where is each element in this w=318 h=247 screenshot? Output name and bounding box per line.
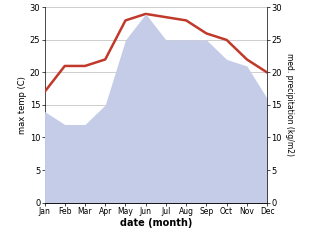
X-axis label: date (month): date (month): [120, 219, 192, 228]
Y-axis label: med. precipitation (kg/m2): med. precipitation (kg/m2): [285, 53, 294, 157]
Y-axis label: max temp (C): max temp (C): [18, 76, 27, 134]
